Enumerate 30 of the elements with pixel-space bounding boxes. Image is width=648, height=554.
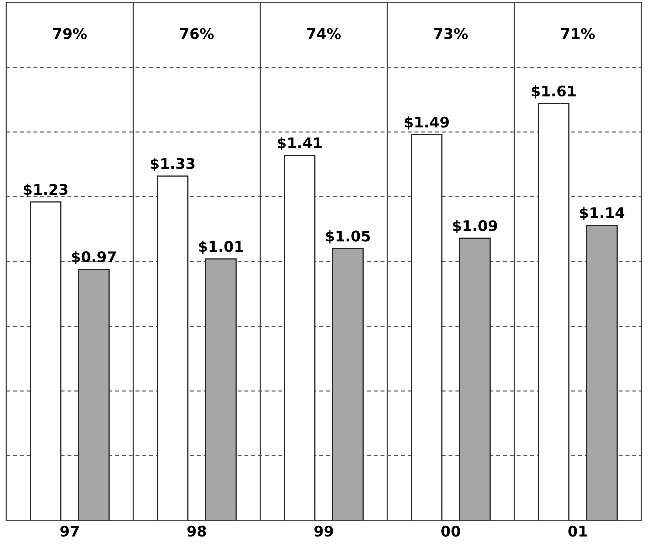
annotation: 79% xyxy=(54,28,87,40)
bar xyxy=(332,248,364,521)
annotation: 71% xyxy=(562,28,596,40)
data-label: $1.23 xyxy=(24,184,68,198)
bar xyxy=(284,155,316,521)
x-tick-label: 00 xyxy=(442,526,460,537)
bar xyxy=(459,238,491,521)
bar xyxy=(30,202,62,521)
data-label: $1.33 xyxy=(150,158,195,172)
annotation: 76% xyxy=(180,28,214,40)
annotation: 74% xyxy=(308,28,341,40)
bar xyxy=(205,258,237,521)
data-label: $0.97 xyxy=(72,251,116,264)
bar xyxy=(411,134,443,521)
bar xyxy=(538,103,570,521)
x-tick-label: 98 xyxy=(188,526,206,537)
x-tick-label: 99 xyxy=(314,526,334,537)
annotation: 73% xyxy=(434,28,468,40)
data-label: $1.14 xyxy=(580,207,625,220)
data-label: $1.09 xyxy=(453,220,498,234)
x-tick-label: 97 xyxy=(60,526,79,537)
data-label: $1.49 xyxy=(404,116,450,130)
data-label: $1.05 xyxy=(326,230,370,244)
data-label: $1.01 xyxy=(199,240,244,254)
data-label: $1.41 xyxy=(278,137,322,151)
data-label: $1.61 xyxy=(532,85,576,99)
bar xyxy=(78,268,110,521)
x-tick-label: 01 xyxy=(568,526,588,537)
bar xyxy=(157,176,189,521)
bar xyxy=(586,224,618,521)
